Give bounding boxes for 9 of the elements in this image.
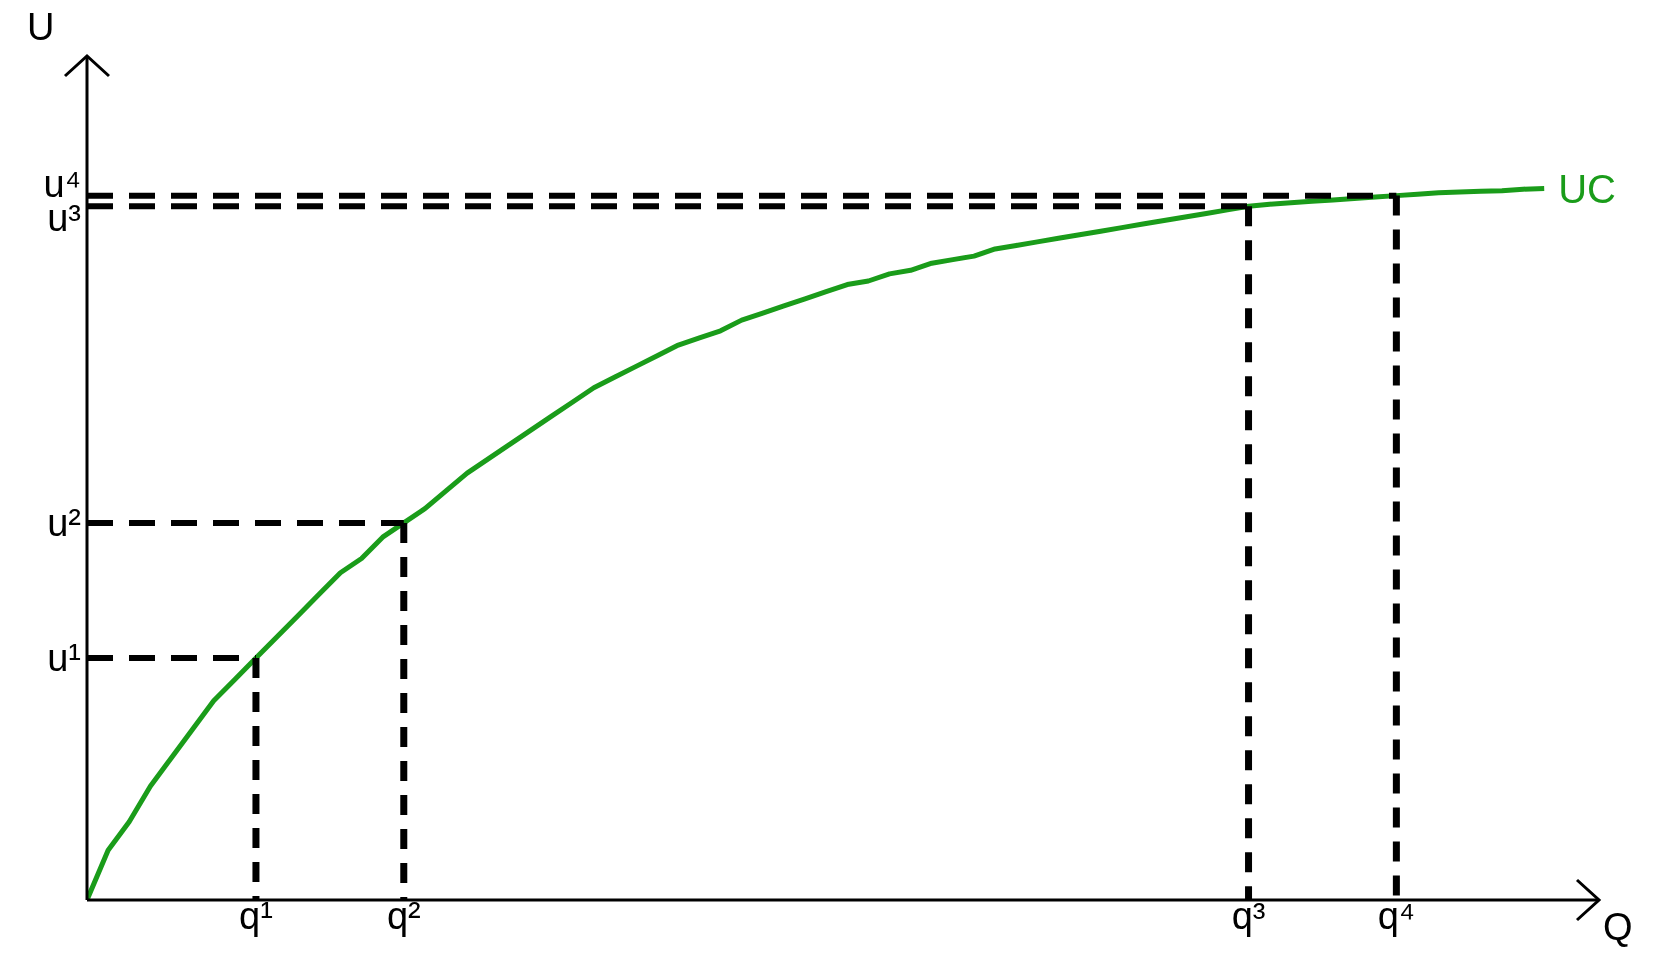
series-label: UC [1558, 166, 1616, 211]
x-tick-label: q² [386, 894, 421, 937]
series-label: u¹ [47, 637, 81, 680]
x-tick-label: q³ [1231, 894, 1266, 937]
y-axis-title: U [27, 6, 55, 48]
x-tick-label: q¹ [239, 894, 273, 937]
x-tick-label: q⁴ [1377, 894, 1416, 937]
x-axis-title: Q [1603, 906, 1633, 948]
series-label: u² [47, 502, 81, 545]
